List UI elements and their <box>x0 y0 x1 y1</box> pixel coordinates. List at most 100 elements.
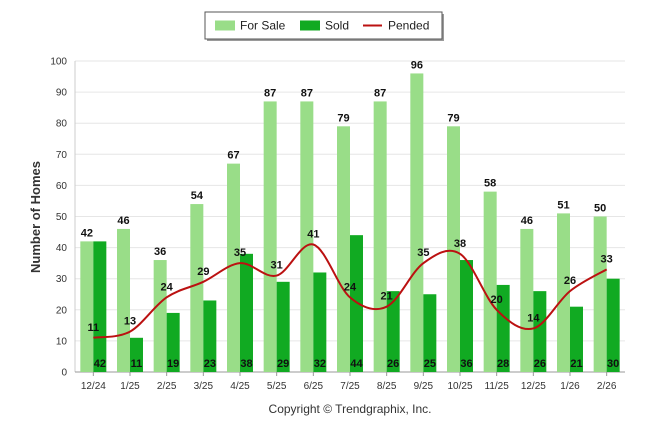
for-sale-value-label: 46 <box>117 215 129 227</box>
for-sale-bar <box>300 101 314 373</box>
sold-bar <box>313 272 327 372</box>
x-tick-label: 11/25 <box>485 381 510 392</box>
x-tick-label: 2/26 <box>597 381 617 392</box>
x-tick-label: 8/25 <box>377 381 397 392</box>
pended-value-label: 41 <box>307 228 319 240</box>
legend[interactable]: For Sale Sold Pended <box>204 11 444 41</box>
for-sale-bar <box>190 204 204 372</box>
sold-legend-label: Sold <box>325 19 349 33</box>
for-sale-value-label: 87 <box>374 87 386 99</box>
for-sale-value-label: 67 <box>227 150 239 162</box>
x-tick-label: 1/25 <box>120 381 140 392</box>
for-sale-bar <box>227 163 240 372</box>
sold-value-label: 26 <box>387 358 399 370</box>
for-sale-bar <box>520 228 534 372</box>
for-sale-value-label: 54 <box>191 190 204 202</box>
for-sale-value-label: 79 <box>337 112 349 124</box>
for-sale-value-label: 51 <box>557 199 569 211</box>
for-sale-value-label: 79 <box>447 112 459 124</box>
x-tick-label: 2/25 <box>157 381 177 392</box>
for-sale-value-label: 87 <box>301 87 313 99</box>
for-sale-bar <box>373 101 387 373</box>
pended-value-label: 13 <box>124 316 136 328</box>
pended-value-label: 24 <box>161 281 174 293</box>
y-tick-label: 70 <box>56 150 68 161</box>
pended-value-label: 14 <box>527 312 540 324</box>
sold-bar <box>570 306 583 372</box>
pended-value-label: 29 <box>197 266 209 278</box>
x-tick-label: 12/24 <box>81 381 106 392</box>
sold-value-label: 38 <box>240 358 252 370</box>
sold-bar <box>350 235 363 372</box>
for-sale-bar <box>263 101 277 373</box>
pended-line <box>93 243 608 339</box>
sold-value-label: 42 <box>94 358 106 370</box>
y-tick-label: 60 <box>56 181 68 192</box>
pended-value-label: 35 <box>417 247 429 259</box>
for-sale-bar <box>447 126 460 372</box>
for-sale-bar <box>557 213 570 372</box>
legend-box <box>204 11 443 40</box>
sold-value-label: 26 <box>534 358 546 370</box>
sold-bar <box>496 284 510 372</box>
sold-value-label: 30 <box>607 358 619 370</box>
x-tick-label: 4/25 <box>230 381 250 392</box>
x-tick-label: 5/25 <box>267 381 287 392</box>
x-tick-label: 10/25 <box>447 381 472 392</box>
pended-value-label: 38 <box>454 238 466 250</box>
sold-value-label: 21 <box>570 358 582 370</box>
for-sale-bar <box>153 260 167 372</box>
data-labels: 42 42 11 46 11 13 36 19 24 54 23 29 67 38 35 87 29 31 87 32… <box>81 59 620 370</box>
for-sale-bar <box>337 126 350 372</box>
for-sale-value-label: 58 <box>484 178 496 190</box>
y-tick-label: 30 <box>56 274 68 285</box>
pended-value-label: 21 <box>381 291 393 303</box>
for-sale-bar <box>410 73 424 372</box>
x-tick-label: 12/25 <box>521 381 546 392</box>
sold-bar <box>203 300 217 372</box>
for-sale-value-label: 42 <box>81 227 93 239</box>
y-tick-label: 20 <box>56 305 68 316</box>
sold-bar <box>606 278 620 372</box>
x-tick-label: 6/25 <box>304 381 324 392</box>
x-tick-label: 3/25 <box>194 381 214 392</box>
for-sale-bar <box>80 241 94 372</box>
for-sale-value-label: 46 <box>521 215 533 227</box>
sold-bar <box>460 260 473 372</box>
sold-bar <box>276 281 290 372</box>
for-sale-value-label: 87 <box>264 87 276 99</box>
y-tick-label: 50 <box>56 212 68 223</box>
pended-value-label: 31 <box>271 260 283 272</box>
for-sale-legend-label: For Sale <box>240 19 286 33</box>
sold-value-label: 29 <box>277 358 289 370</box>
sold-bar <box>166 312 180 372</box>
bars <box>80 73 620 373</box>
sold-value-label: 23 <box>204 358 216 370</box>
sold-legend-swatch <box>300 20 320 31</box>
y-tick-label: 90 <box>56 88 68 99</box>
for-sale-legend-swatch <box>215 20 235 31</box>
copyright-text: Copyright © Trendgraphix, Inc. <box>269 402 432 416</box>
pended-value-label: 24 <box>344 281 357 293</box>
sold-value-label: 28 <box>497 358 509 370</box>
pended-value-label: 35 <box>234 247 246 259</box>
sold-bar <box>423 294 437 372</box>
sold-value-label: 19 <box>167 358 179 370</box>
y-tick-label: 100 <box>50 57 67 68</box>
pended-value-label: 20 <box>491 294 503 306</box>
y-tick-label: 40 <box>56 243 68 254</box>
x-tick-label: 7/25 <box>340 381 360 392</box>
y-axis-title: Number of Homes <box>28 161 43 273</box>
pended-line-path <box>93 243 608 339</box>
for-sale-bar <box>483 191 497 372</box>
pended-value-label: 33 <box>601 253 613 265</box>
for-sale-value-label: 36 <box>154 246 166 258</box>
sold-bar <box>240 253 253 372</box>
sold-bar <box>533 291 547 372</box>
for-sale-value-label: 50 <box>594 203 606 215</box>
pended-legend-label: Pended <box>388 19 429 33</box>
x-tick-label: 1/26 <box>560 381 580 392</box>
sold-value-label: 32 <box>314 358 326 370</box>
